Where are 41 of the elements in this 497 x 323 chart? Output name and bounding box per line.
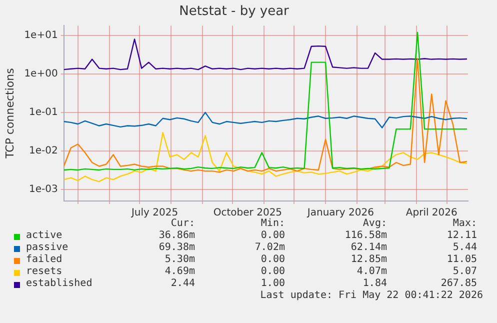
legend-label: failed <box>26 254 62 265</box>
text: 12.11 <box>446 230 477 241</box>
text: 0.00 <box>260 230 285 241</box>
text: Max: <box>452 218 477 229</box>
text: 5.30m <box>164 254 195 265</box>
text: 4.07m <box>356 266 387 277</box>
text: 2.44 <box>170 278 195 289</box>
y-tick-label: 1e+01 <box>24 30 58 42</box>
legend-label: resets <box>26 266 62 277</box>
legend-label: active <box>26 230 62 241</box>
x-tick-label: April 2026 <box>406 208 458 219</box>
text: Cur: <box>170 218 195 229</box>
legend-label: passive <box>26 242 68 253</box>
y-axis-title: TCP connections <box>3 68 16 160</box>
text: 4.69m <box>164 266 195 277</box>
text: 5.44 <box>452 242 477 253</box>
text: 0.00 <box>260 254 285 265</box>
text: 36.86m <box>158 230 195 241</box>
text: 267.85 <box>440 278 477 289</box>
chart-title: Netstat - by year <box>179 4 290 20</box>
legend-label: established <box>26 278 92 289</box>
text: Min: <box>260 218 285 229</box>
text: 1.84 <box>362 278 387 289</box>
text: 116.58m <box>344 230 387 241</box>
x-tick-label: January 2026 <box>306 208 374 219</box>
text: 69.38m <box>158 242 195 253</box>
text: 11.05 <box>446 254 477 265</box>
y-tick-label: 1e-03 <box>28 184 58 196</box>
y-tick-label: 1e-01 <box>28 107 58 118</box>
x-tick-label: July 2025 <box>130 208 178 219</box>
text: 0.00 <box>260 266 285 277</box>
text: 62.14m <box>350 242 387 253</box>
text: 1.00 <box>260 278 285 289</box>
text: 12.85m <box>350 254 387 265</box>
text: Avg: <box>362 218 387 229</box>
text: 5.07 <box>452 266 477 277</box>
text: 7.02m <box>254 242 285 253</box>
text: Last update: Fri May 22 00:41:22 2026 <box>260 290 483 301</box>
y-tick-label: 1e-02 <box>28 146 58 157</box>
x-tick-label: October 2025 <box>213 208 282 219</box>
y-tick-label: 1e+00 <box>24 68 58 80</box>
